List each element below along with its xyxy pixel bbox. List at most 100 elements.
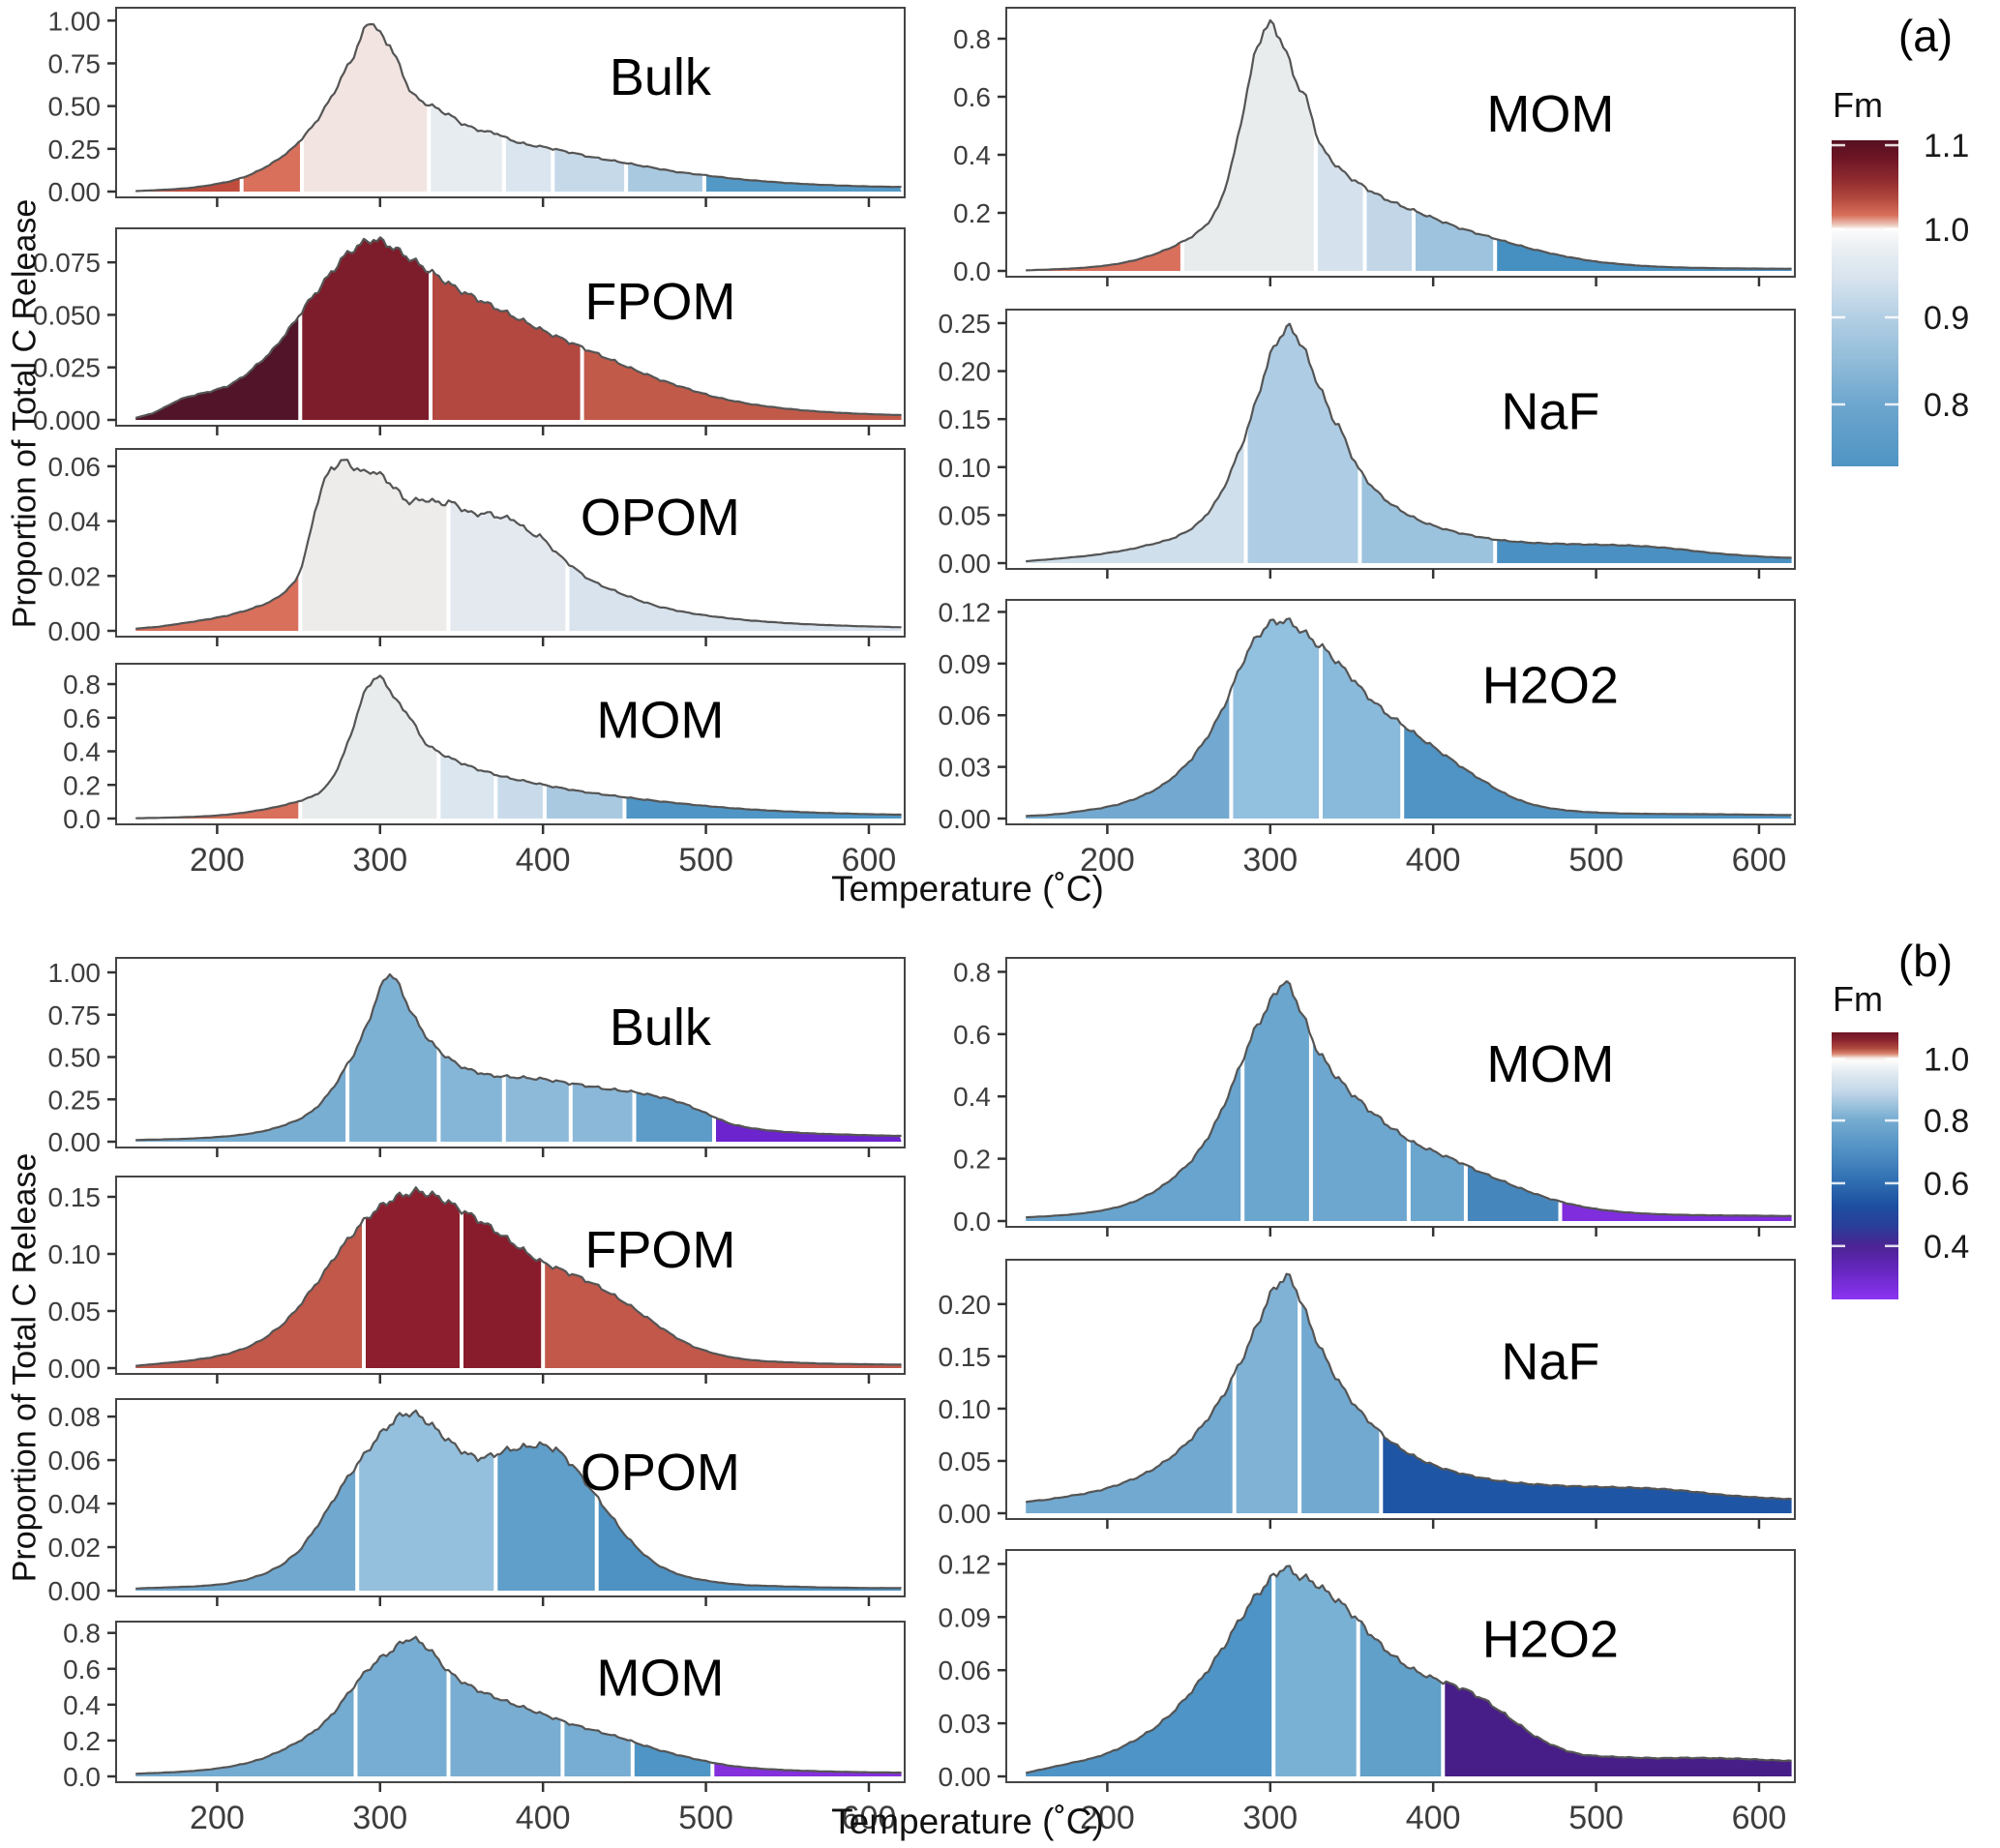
fraction-label: Bulk [610,48,712,106]
plot-border [115,448,906,638]
y-tick-label: 0.2 [63,1726,101,1756]
density-outline [135,674,902,820]
fraction-label: MOM [1486,1035,1614,1093]
plot-naf-b: 0.00 0.05 0.10 0.15 0.20 NaF [939,1259,1796,1529]
y-tick-label: 0.8 [953,957,991,987]
x-tick-label: 400 [1406,1800,1461,1836]
density-segment [302,675,437,819]
fraction-label: NaF [1501,1332,1599,1390]
y-tick-label: 0.0 [953,256,991,286]
plot-border [115,1398,906,1597]
y-tick-label: 0.2 [953,1145,991,1175]
x-axis-title: Temperature (˚C) [831,869,1104,909]
colorbar-gradient [1832,1032,1898,1299]
density-segment [135,1062,346,1142]
x-tick-label: 300 [352,842,407,879]
y-tick-label: 0.15 [48,1182,102,1212]
y-tick-label: 1.00 [48,6,102,36]
y-tick-label: 0.4 [953,140,991,170]
colorbar-tick-label: 1.1 [1924,128,1969,164]
density-segment [1244,979,1309,1221]
x-tick-label: 300 [1242,842,1298,879]
plot-border [115,227,906,427]
plot-border [1005,7,1796,278]
y-tick-label: 0.025 [33,353,101,383]
panel-a-canvas: 0.000.250.500.751.00Bulk0.0000.0250.0500… [33,6,1969,879]
plot-border [115,663,906,825]
plot-h2o2-a: 0.00 0.03 0.06 0.09 0.12 200 300 400 500 600 H2O2 [939,597,1796,879]
y-tick-label: 1.00 [48,958,102,988]
x-axis-title: Temperature (˚C) [831,1802,1104,1841]
y-tick-label: 0.02 [48,1533,102,1563]
y-tick-label: 0.6 [63,703,101,733]
fraction-label: NaF [1501,382,1599,440]
density-segment [433,270,581,420]
y-tick-label: 0.15 [939,1342,992,1372]
colorbar-tick-label: 1.0 [1924,212,1969,249]
panel-b: 0.00 0.25 0.50 0.75 1.00 Bulk 0.00 0.05 0.10 0.15… [0,919,2000,1848]
y-tick-label: 0.0 [63,804,101,834]
density-segment [716,1117,902,1142]
y-tick-label: 0.08 [48,1402,102,1432]
y-tick-label: 0.00 [939,549,992,579]
density-segment [304,24,428,192]
y-tick-label: 0.12 [939,1549,992,1579]
plot-h2o2-b: 0.00 0.03 0.06 0.09 0.12 200 300 400 500 600 H2O2 [939,1549,1796,1836]
density-segment [546,785,623,819]
density-segment [135,178,240,192]
density-segment [440,1049,502,1142]
x-tick-label: 400 [516,1800,571,1836]
y-tick-label: 0.4 [63,1690,101,1720]
y-axis-title: Proportion of Total C Release [6,198,44,629]
y-tick-label: 0.6 [953,82,991,112]
fraction-label: FPOM [584,1221,735,1279]
y-tick-label: 0.075 [33,248,101,278]
x-tick-label: 200 [190,1800,245,1836]
density-segment [628,163,702,192]
density-segment [450,1670,561,1776]
density-outline [1026,1272,1792,1504]
density-segment [598,1495,902,1591]
y-tick-label: 0.00 [48,616,102,646]
density-segment [1026,1064,1241,1221]
density-segment [626,797,902,819]
y-tick-label: 0.4 [63,737,101,767]
density-segment [1026,241,1180,271]
density-outline [135,1409,902,1590]
density-outline [135,22,902,193]
y-tick-label: 0.20 [939,357,992,387]
fraction-label: Bulk [610,999,712,1057]
y-tick-label: 0.25 [48,1085,102,1115]
y-tick-label: 0.000 [33,405,101,435]
density-segment [1404,725,1792,819]
y-tick-label: 0.06 [939,1655,992,1685]
x-tick-label: 500 [1568,1800,1624,1836]
density-segment [636,1091,712,1142]
y-tick-label: 0.25 [939,309,992,339]
density-outline [1026,617,1792,818]
density-segment [135,315,299,420]
y-tick-label: 0.02 [48,561,102,591]
y-tick-label: 0.06 [48,452,102,482]
density-segment [1026,1373,1233,1513]
density-segment [1445,1681,1792,1776]
y-tick-label: 0.10 [939,453,992,483]
density-outline [135,459,902,630]
y-tick-label: 0.05 [48,1297,102,1326]
y-tick-label: 0.00 [939,1499,992,1529]
x-tick-label: 500 [678,1800,733,1836]
density-segment [135,574,299,631]
colorbar-tick-label: 0.6 [1924,1166,1969,1203]
y-tick-label: 0.10 [48,1239,102,1269]
density-segment [1383,1431,1792,1513]
density-segment [1497,539,1792,563]
density-segment [135,801,299,819]
density-segment [583,346,902,420]
panel-b-canvas: 0.00 0.25 0.50 0.75 1.00 Bulk 0.00 0.05 0.10 0.15… [48,957,1969,1836]
density-segment [357,1636,447,1776]
panel-b-label: (b) [1897,936,1954,986]
y-axis-title: Proportion of Total C Release [6,1152,44,1583]
density-segment [572,1083,633,1142]
density-segment [302,236,429,420]
density-outline [134,236,902,419]
